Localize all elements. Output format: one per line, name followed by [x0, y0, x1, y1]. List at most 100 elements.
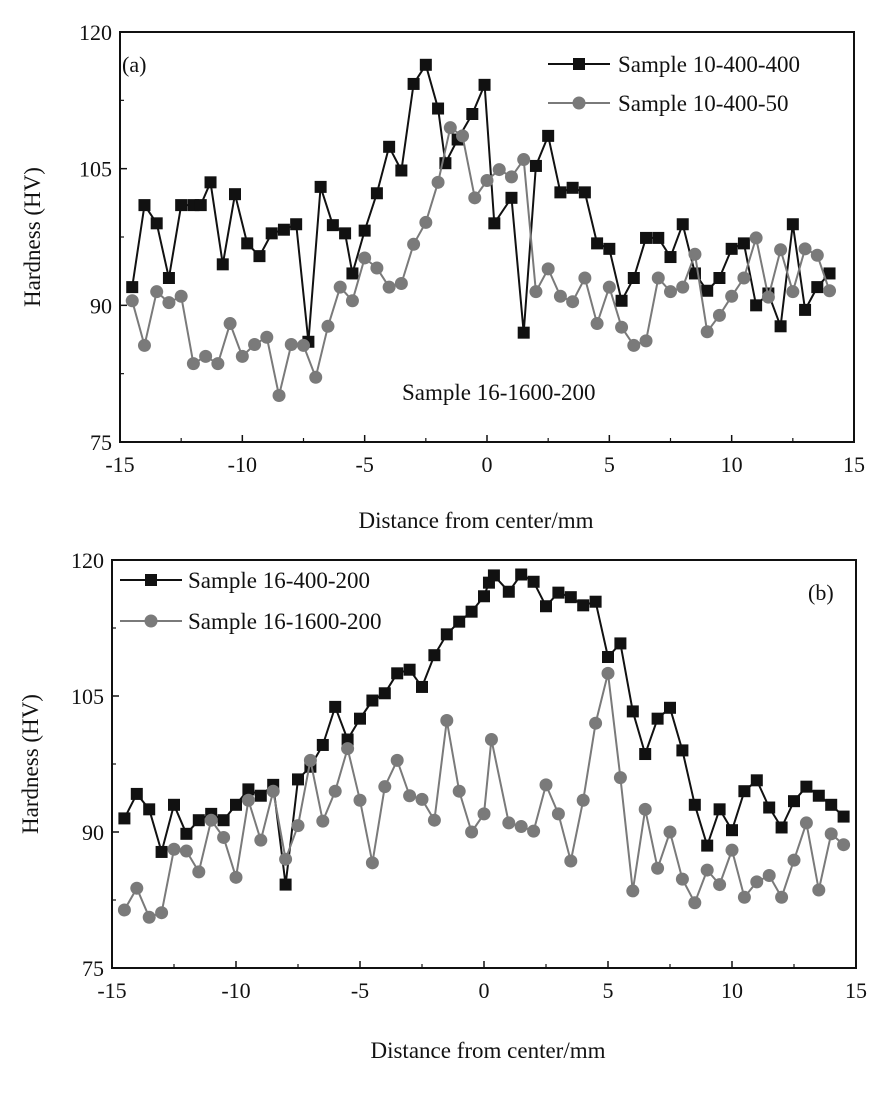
data-point: [358, 224, 371, 237]
data-point: [162, 272, 175, 284]
data-point: [390, 753, 404, 767]
panel-b: -15 -10 -5 0 5 10 15 75 90 105 120 (b) Sample 16-…: [18, 548, 867, 1063]
data-point: [316, 738, 329, 751]
data-point: [279, 852, 293, 866]
data-point: [589, 716, 603, 730]
data-point: [786, 285, 800, 299]
data-point: [180, 827, 193, 840]
data-point: [726, 824, 738, 837]
y-tick-label: 105: [71, 684, 104, 709]
data-point: [339, 227, 352, 240]
data-point: [341, 733, 354, 746]
legend-label-0: Sample 10-400-400: [618, 52, 800, 77]
data-point: [589, 595, 602, 608]
data-point: [416, 680, 428, 693]
data-point: [578, 186, 591, 199]
data-point: [591, 237, 604, 250]
data-point: [663, 825, 677, 839]
data-point: [204, 813, 218, 827]
data-point: [186, 357, 200, 371]
data-point: [130, 881, 144, 895]
y-tick-label: 75: [82, 956, 104, 981]
data-point: [478, 78, 491, 91]
x-tick-label: 0: [482, 452, 493, 477]
data-point: [603, 242, 616, 255]
data-point: [774, 320, 787, 333]
data-point: [192, 814, 205, 827]
data-point: [553, 289, 567, 303]
data-point: [564, 591, 577, 604]
data-point: [378, 780, 392, 794]
data-point: [137, 338, 151, 352]
data-point: [502, 585, 515, 598]
data-point: [577, 599, 590, 612]
data-point: [118, 812, 131, 825]
data-point: [823, 267, 836, 280]
data-point: [578, 271, 592, 285]
y-ticks: 75 90 105 120: [79, 20, 127, 455]
data-point: [484, 733, 498, 747]
data-point: [150, 285, 164, 299]
data-point: [626, 705, 639, 718]
data-point: [241, 793, 255, 807]
data-point: [737, 890, 751, 904]
data-point: [117, 903, 131, 917]
data-point: [688, 896, 702, 910]
data-point: [626, 884, 640, 898]
data-point: [155, 845, 168, 858]
data-point: [309, 370, 323, 384]
data-point: [738, 785, 751, 798]
x-ticks: -15 -10 -5 0 5 10 15: [97, 961, 867, 1003]
data-point: [478, 590, 490, 603]
data-point: [590, 317, 604, 331]
data-point: [675, 872, 689, 886]
data-point: [277, 223, 290, 236]
data-point: [810, 248, 824, 262]
data-point: [453, 615, 466, 628]
data-point: [383, 140, 396, 153]
data-point: [228, 188, 241, 201]
legend-marker-0: [145, 574, 157, 586]
panel-label: (a): [122, 52, 146, 77]
legend-label-0: Sample 16-400-200: [188, 568, 370, 593]
data-point: [527, 575, 540, 588]
data-point: [502, 816, 516, 830]
data-point: [391, 667, 404, 680]
data-point: [541, 262, 555, 276]
legend-label-1: Sample 10-400-50: [618, 91, 789, 116]
data-point: [811, 281, 824, 294]
data-point: [143, 803, 156, 816]
data-point: [204, 176, 217, 189]
y-tick-label: 105: [79, 157, 112, 182]
series-1: [117, 666, 851, 924]
data-point: [326, 219, 339, 232]
data-point: [823, 284, 837, 298]
data-point: [812, 789, 825, 802]
data-point: [395, 164, 408, 177]
annotation: Sample 16-1600-200: [402, 380, 596, 405]
data-point: [290, 218, 303, 231]
data-point: [664, 701, 676, 714]
x-tick-label: 5: [603, 978, 614, 1003]
data-point: [639, 334, 653, 348]
panel-label: (b): [808, 580, 834, 605]
data-point: [316, 814, 330, 828]
data-point: [552, 586, 565, 599]
data-point: [775, 890, 789, 904]
data-point: [303, 753, 317, 767]
data-point: [504, 170, 518, 184]
legend-marker-0: [573, 58, 585, 70]
data-point: [419, 58, 432, 71]
data-point: [554, 186, 567, 199]
data-point: [370, 261, 384, 275]
y-axis-title: Hardness (HV): [18, 694, 43, 834]
data-point: [615, 320, 629, 334]
data-point: [664, 285, 677, 299]
data-point: [407, 77, 420, 90]
data-point: [615, 294, 628, 307]
data-point: [566, 295, 580, 309]
x-tick-label: -5: [351, 978, 369, 1003]
data-point: [440, 628, 453, 641]
y-tick-label: 90: [82, 820, 104, 845]
data-point: [266, 784, 280, 798]
